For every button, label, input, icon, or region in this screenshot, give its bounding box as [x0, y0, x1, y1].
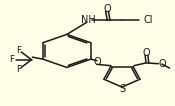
Text: F: F: [16, 46, 21, 55]
Text: S: S: [119, 84, 125, 94]
Text: NH: NH: [81, 15, 96, 25]
Text: O: O: [93, 57, 101, 68]
Text: Cl: Cl: [144, 15, 153, 25]
Text: O: O: [143, 48, 150, 58]
Text: O: O: [103, 4, 111, 14]
Text: F: F: [16, 65, 21, 74]
Text: F: F: [9, 55, 14, 64]
Text: O: O: [159, 59, 167, 69]
